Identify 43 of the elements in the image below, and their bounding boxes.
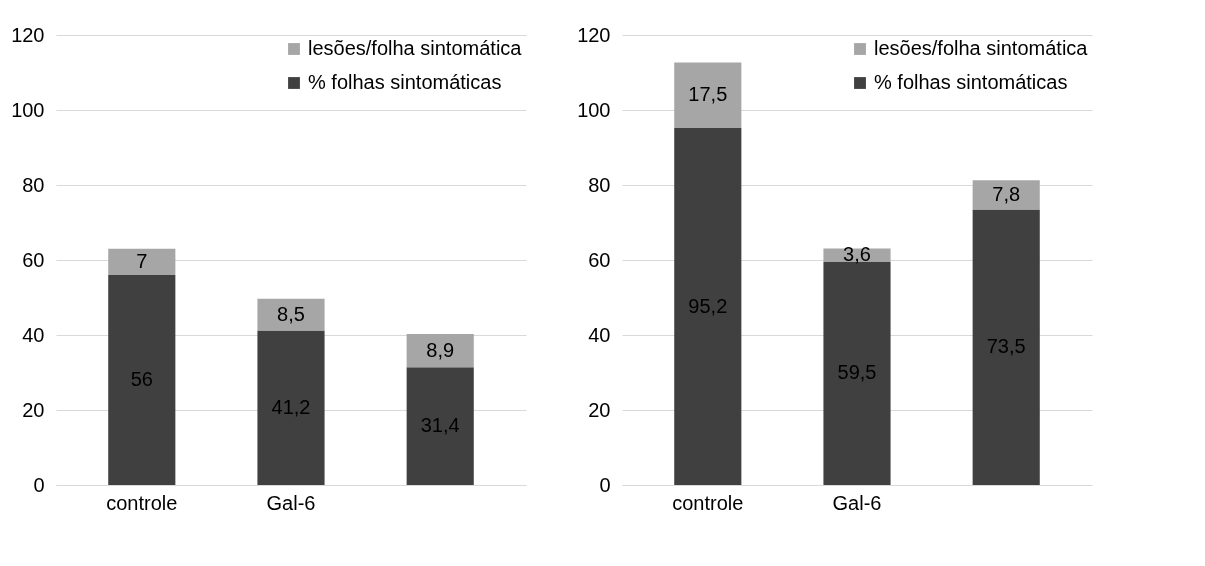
legend-label: % folhas sintomáticas — [874, 71, 1068, 93]
y-tick-label: 40 — [588, 323, 611, 346]
data-label: 8,9 — [426, 338, 455, 361]
y-tick-label: 100 — [577, 98, 611, 121]
y-tick-label: 0 — [33, 473, 45, 496]
bar — [257, 298, 325, 331]
bar — [674, 128, 742, 485]
bar — [257, 330, 325, 485]
data-label: 8,5 — [277, 302, 305, 325]
bar — [406, 367, 474, 485]
data-label: 31,4 — [420, 414, 460, 437]
y-tick-label: 120 — [577, 23, 611, 46]
y-tick-label: 20 — [22, 398, 45, 421]
x-tick-label: Gal-6 — [266, 491, 316, 514]
legend-label: lesões/folha sintomática — [308, 37, 523, 59]
y-tick-label: 80 — [22, 173, 45, 196]
x-tick-label: controle — [106, 491, 178, 514]
data-label: 56 — [130, 368, 153, 390]
bar — [108, 248, 176, 275]
bar — [108, 275, 176, 485]
data-label: 7,8 — [992, 182, 1021, 205]
data-label: 3,6 — [843, 243, 871, 266]
legend-label: % folhas sintomáticas — [308, 71, 502, 93]
data-label: 59,5 — [837, 361, 877, 384]
data-label: 41,2 — [271, 395, 311, 418]
y-tick-label: 20 — [588, 398, 611, 421]
bar — [674, 62, 742, 128]
x-tick-label: controle — [672, 491, 744, 514]
y-tick-label: 80 — [588, 173, 611, 196]
data-label: 7 — [136, 249, 148, 272]
bar — [972, 209, 1040, 485]
y-tick-label: 60 — [588, 248, 611, 271]
data-label: 17,5 — [688, 83, 728, 106]
bar — [972, 180, 1040, 210]
y-tick-label: 120 — [11, 23, 45, 46]
y-tick-label: 40 — [22, 323, 45, 346]
x-tick-label: Gal-6 — [832, 491, 882, 514]
legend-label: lesões/folha sintomática — [874, 37, 1089, 59]
data-label: 95,2 — [688, 294, 728, 317]
data-label: 73,5 — [986, 335, 1026, 358]
y-tick-label: 100 — [11, 98, 45, 121]
y-tick-label: 0 — [599, 473, 611, 496]
y-tick-label: 60 — [22, 248, 45, 271]
